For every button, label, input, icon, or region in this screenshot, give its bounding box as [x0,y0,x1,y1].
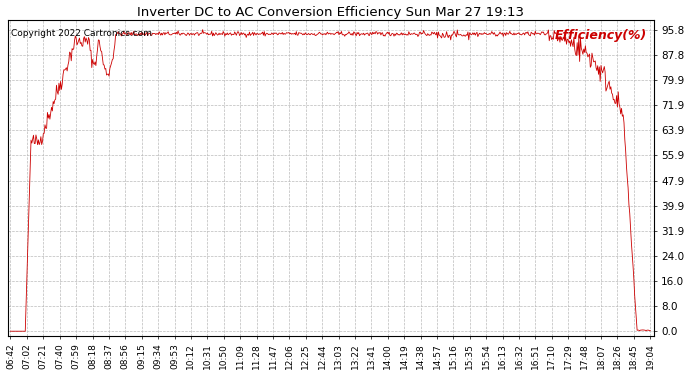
Text: Efficiency(%): Efficiency(%) [555,29,647,42]
Text: Copyright 2022 Cartronics.com: Copyright 2022 Cartronics.com [11,29,152,38]
Title: Inverter DC to AC Conversion Efficiency Sun Mar 27 19:13: Inverter DC to AC Conversion Efficiency … [137,6,524,18]
